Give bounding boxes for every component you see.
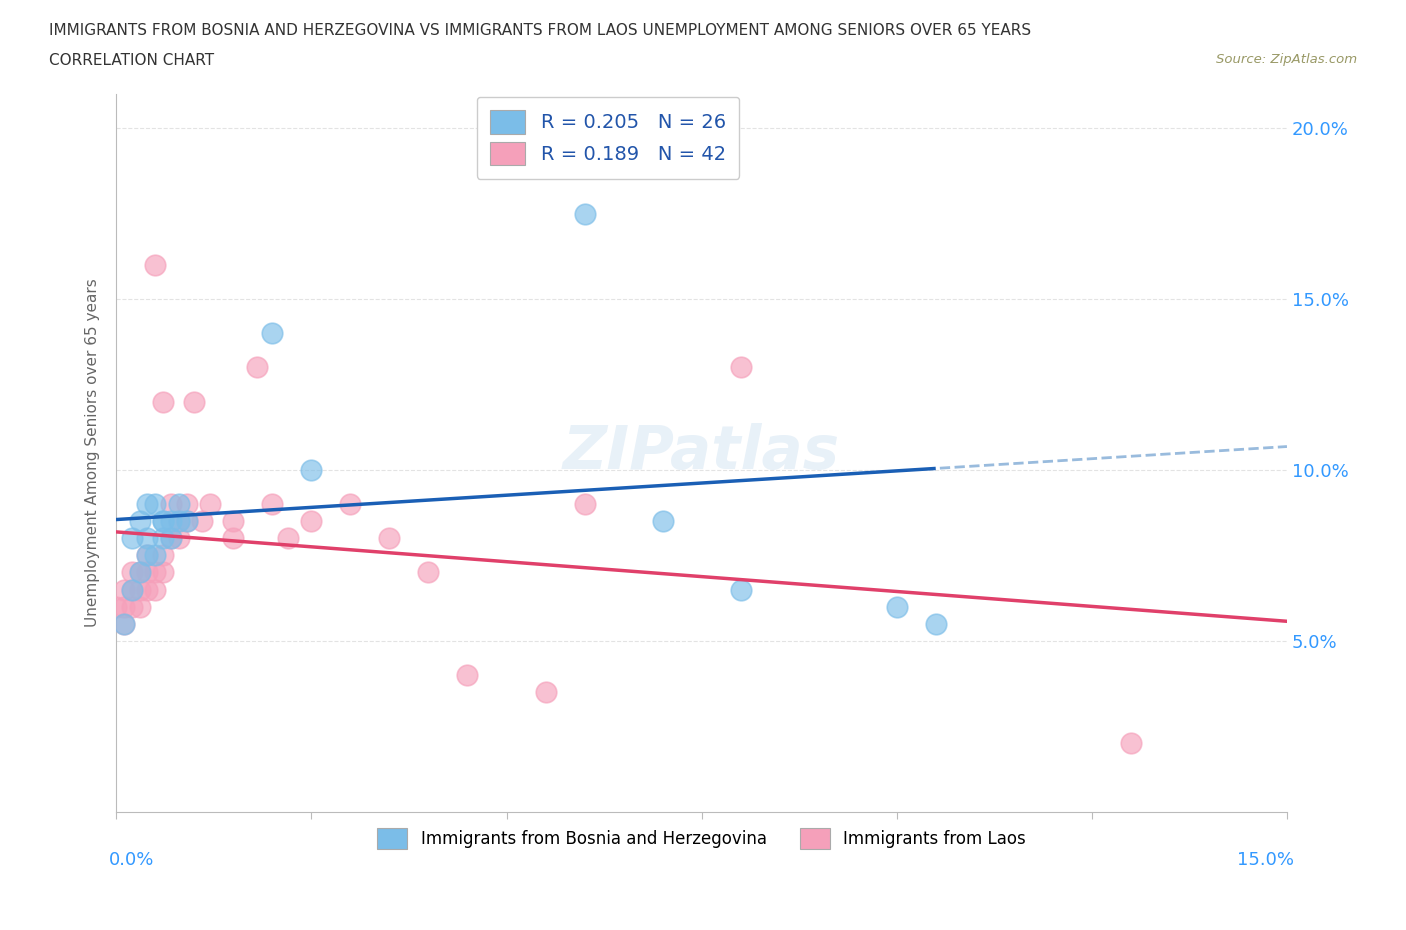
Point	[121, 582, 143, 597]
Point	[143, 548, 166, 563]
Point	[418, 565, 440, 580]
Point	[152, 394, 174, 409]
Point	[128, 565, 150, 580]
Point	[152, 513, 174, 528]
Point	[112, 582, 135, 597]
Point	[262, 497, 284, 512]
Point	[167, 531, 190, 546]
Point	[167, 513, 190, 528]
Point	[128, 599, 150, 614]
Point	[339, 497, 361, 512]
Point	[262, 326, 284, 340]
Point	[1119, 736, 1142, 751]
Point	[198, 497, 221, 512]
Point	[176, 497, 198, 512]
Point	[534, 684, 557, 699]
Point	[651, 513, 673, 528]
Legend: Immigrants from Bosnia and Herzegovina, Immigrants from Laos: Immigrants from Bosnia and Herzegovina, …	[368, 820, 1035, 857]
Point	[222, 531, 245, 546]
Point	[925, 617, 948, 631]
Text: 0.0%: 0.0%	[110, 851, 155, 869]
Point	[143, 497, 166, 512]
Point	[299, 462, 322, 477]
Text: Source: ZipAtlas.com: Source: ZipAtlas.com	[1216, 53, 1357, 66]
Point	[136, 582, 159, 597]
Point	[143, 258, 166, 272]
Point	[152, 531, 174, 546]
Point	[456, 668, 478, 683]
Point	[112, 617, 135, 631]
Point	[152, 513, 174, 528]
Point	[160, 497, 183, 512]
Point	[128, 582, 150, 597]
Point	[191, 513, 214, 528]
Point	[136, 548, 159, 563]
Point	[886, 599, 908, 614]
Point	[105, 599, 128, 614]
Point	[299, 513, 322, 528]
Point	[128, 565, 150, 580]
Point	[121, 599, 143, 614]
Point	[112, 617, 135, 631]
Point	[176, 513, 198, 528]
Point	[121, 531, 143, 546]
Point	[136, 531, 159, 546]
Point	[574, 206, 596, 221]
Point	[143, 582, 166, 597]
Point	[176, 513, 198, 528]
Point	[160, 513, 183, 528]
Point	[167, 497, 190, 512]
Point	[574, 497, 596, 512]
Point	[136, 548, 159, 563]
Point	[222, 513, 245, 528]
Point	[128, 513, 150, 528]
Text: 15.0%: 15.0%	[1237, 851, 1294, 869]
Point	[160, 531, 183, 546]
Point	[730, 582, 752, 597]
Point	[152, 565, 174, 580]
Text: CORRELATION CHART: CORRELATION CHART	[49, 53, 214, 68]
Point	[121, 582, 143, 597]
Point	[730, 360, 752, 375]
Point	[121, 565, 143, 580]
Text: ZIPatlas: ZIPatlas	[562, 423, 841, 483]
Point	[136, 497, 159, 512]
Point	[167, 513, 190, 528]
Text: IMMIGRANTS FROM BOSNIA AND HERZEGOVINA VS IMMIGRANTS FROM LAOS UNEMPLOYMENT AMON: IMMIGRANTS FROM BOSNIA AND HERZEGOVINA V…	[49, 23, 1032, 38]
Point	[613, 155, 636, 170]
Point	[183, 394, 205, 409]
Point	[246, 360, 269, 375]
Point	[152, 548, 174, 563]
Point	[160, 531, 183, 546]
Point	[378, 531, 401, 546]
Point	[143, 565, 166, 580]
Point	[112, 599, 135, 614]
Point	[136, 565, 159, 580]
Point	[277, 531, 299, 546]
Y-axis label: Unemployment Among Seniors over 65 years: Unemployment Among Seniors over 65 years	[86, 278, 100, 627]
